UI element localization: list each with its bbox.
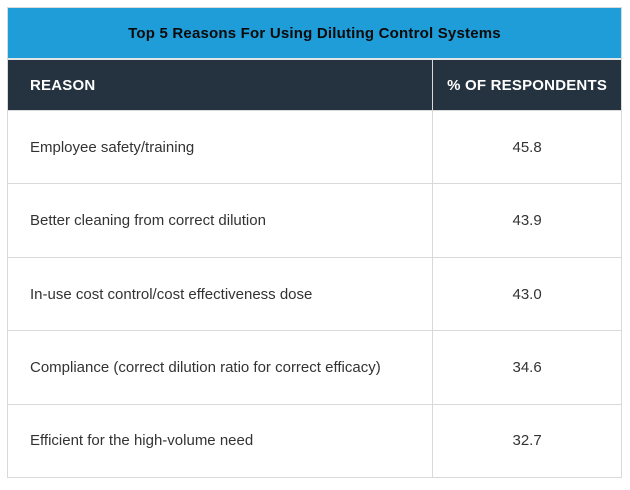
- table-row: In-use cost control/cost effectiveness d…: [8, 256, 621, 331]
- header-reason-label: REASON: [30, 76, 96, 94]
- table-title: Top 5 Reasons For Using Diluting Control…: [128, 24, 501, 42]
- table-header-row: REASON % OF RESPONDENTS: [8, 58, 621, 110]
- value-cell: 45.8: [432, 111, 621, 184]
- header-cell-reason: REASON: [8, 60, 432, 110]
- table-title-banner: Top 5 Reasons For Using Diluting Control…: [8, 8, 621, 58]
- table-row: Compliance (correct dilution ratio for c…: [8, 330, 621, 404]
- value-text: 43.0: [512, 285, 542, 303]
- value-cell: 32.7: [432, 404, 621, 478]
- table-row: Efficient for the high-volume need 32.7: [8, 403, 621, 478]
- table-row: Better cleaning from correct dilution 43…: [8, 183, 621, 257]
- table-row: Employee safety/training 45.8: [8, 110, 621, 184]
- reasons-table-card: Top 5 Reasons For Using Diluting Control…: [7, 7, 622, 478]
- value-text: 32.7: [512, 432, 542, 450]
- header-percent-label: % OF RESPONDENTS: [447, 76, 608, 94]
- reason-cell: In-use cost control/cost effectiveness d…: [8, 258, 432, 330]
- reason-text: In-use cost control/cost effectiveness d…: [30, 285, 313, 303]
- value-text: 45.8: [512, 138, 542, 156]
- reason-text: Better cleaning from correct dilution: [30, 212, 266, 230]
- reason-cell: Better cleaning from correct dilution: [8, 184, 432, 256]
- value-cell: 43.0: [432, 257, 621, 331]
- reason-text: Compliance (correct dilution ratio for c…: [30, 358, 381, 376]
- reason-cell: Employee safety/training: [8, 111, 432, 183]
- value-cell: 34.6: [432, 331, 621, 404]
- value-text: 34.6: [512, 358, 542, 376]
- reason-cell: Efficient for the high-volume need: [8, 405, 432, 477]
- reason-text: Efficient for the high-volume need: [30, 432, 254, 450]
- reason-text: Employee safety/training: [30, 138, 195, 156]
- header-cell-percent: % OF RESPONDENTS: [432, 60, 621, 110]
- reason-cell: Compliance (correct dilution ratio for c…: [8, 331, 432, 403]
- value-text: 43.9: [512, 212, 542, 230]
- value-cell: 43.9: [432, 184, 621, 257]
